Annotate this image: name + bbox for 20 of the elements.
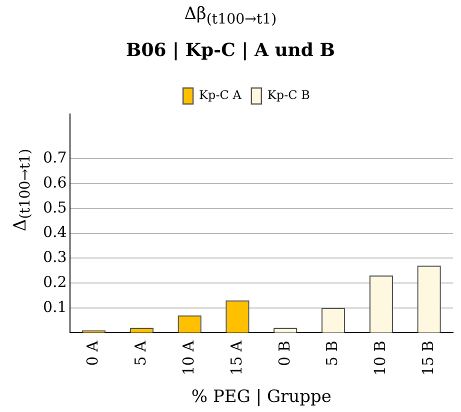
chart-title: Δβ$_{(t100→t1)}$ xyxy=(183,4,278,28)
x-tick-label: 5 B xyxy=(323,340,342,366)
y-tick-label: 0.7 xyxy=(42,148,67,167)
y-tick-label: 0.5 xyxy=(42,198,67,216)
x-tick-label: 0 B xyxy=(275,340,294,366)
legend-label: Kp-C B xyxy=(267,88,310,102)
x-tick-label: 15 A xyxy=(227,340,246,376)
y-tick-label: 0.2 xyxy=(42,272,67,291)
y-tick-label: 0.4 xyxy=(42,223,67,242)
y-tick-label: 0.3 xyxy=(42,248,67,266)
x-axis-title: % PEG | Gruppe xyxy=(191,387,332,408)
x-tick-label: 0 A xyxy=(84,340,102,366)
y-tick-label: 0.1 xyxy=(42,298,67,316)
legend-label: Kp-C A xyxy=(199,88,242,102)
x-tick-label: 10 A xyxy=(179,340,198,376)
x-tick-label: 10 B xyxy=(371,340,390,376)
y-tick-label: 0.6 xyxy=(42,173,67,192)
x-tick-label: 5 A xyxy=(132,340,150,366)
x-tick-label: 15 B xyxy=(418,340,437,376)
chart-subtitle: B06 | Kp-C | A und B xyxy=(125,40,336,61)
